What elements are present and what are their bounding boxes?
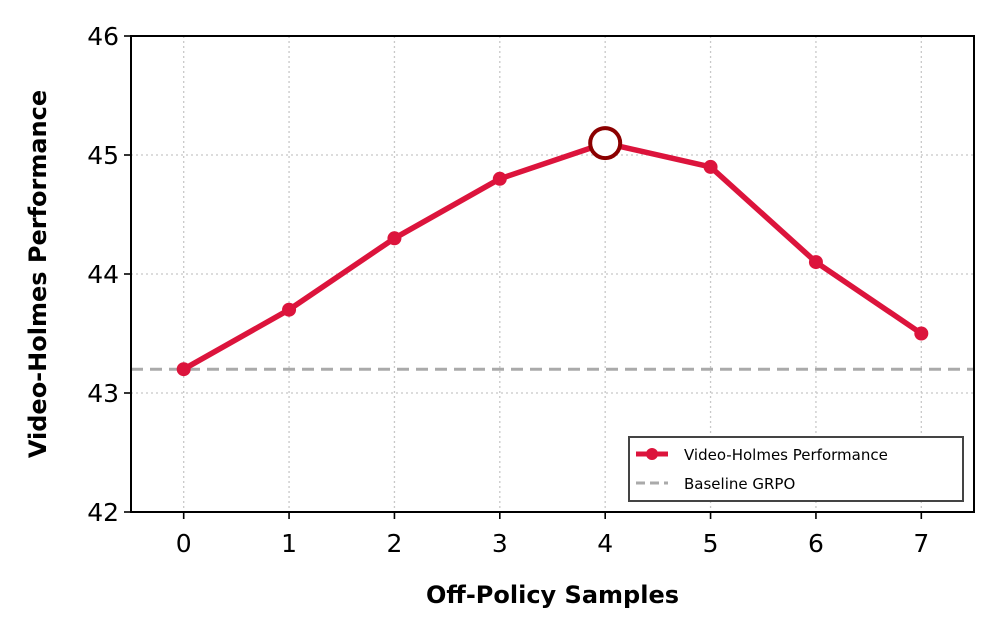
x-tick-label: 3 <box>492 529 508 558</box>
data-point <box>492 171 507 186</box>
data-point <box>914 326 929 341</box>
series-layer <box>176 126 929 377</box>
legend-label-series: Video-Holmes Performance <box>684 446 888 464</box>
data-point <box>808 255 823 270</box>
y-tick-label: 42 <box>87 498 119 527</box>
data-point <box>176 362 191 377</box>
highlighted-data-point <box>588 126 623 161</box>
x-tick-label: 4 <box>597 529 613 558</box>
x-tick-label: 0 <box>176 529 192 558</box>
x-tick-label: 6 <box>808 529 824 558</box>
x-tick-label: 7 <box>913 529 929 558</box>
y-tick-label: 43 <box>87 379 119 408</box>
y-tick-label: 46 <box>87 22 119 51</box>
legend-box <box>628 436 964 502</box>
data-point <box>387 231 402 246</box>
x-tick-label: 5 <box>703 529 719 558</box>
legend-label-baseline: Baseline GRPO <box>684 475 795 493</box>
x-tick-label: 2 <box>386 529 402 558</box>
y-tick-label: 45 <box>87 141 119 170</box>
legend: Video-Holmes Performance Baseline GRPO <box>628 436 964 502</box>
y-tick-label: 44 <box>87 260 119 289</box>
data-point <box>282 302 297 317</box>
x-axis: 0 1 2 3 4 5 6 7 <box>176 512 929 558</box>
x-tick-label: 1 <box>281 529 297 558</box>
data-point <box>703 159 718 174</box>
y-axis-label: Video-Holmes Performance <box>24 90 52 458</box>
y-axis: 42 43 44 45 46 <box>87 22 131 527</box>
x-axis-label: Off-Policy Samples <box>426 581 679 609</box>
legend-series-marker <box>646 448 658 460</box>
series-line <box>180 140 925 372</box>
